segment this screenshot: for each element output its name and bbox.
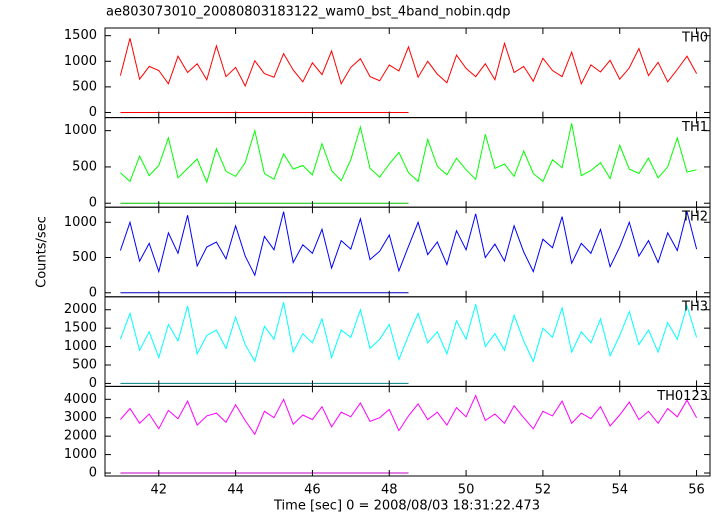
y-tick-label: 1500 <box>64 28 97 43</box>
panel-frame <box>104 385 711 477</box>
data-line <box>119 211 698 277</box>
x-tick-label: 42 <box>151 483 168 498</box>
y-tick-label: 2000 <box>64 429 97 444</box>
y-tick-label: 4000 <box>64 392 97 407</box>
y-tick-label: 500 <box>72 250 97 265</box>
chart-title: ae803073010_20080803183122_wam0_bst_4ban… <box>106 5 511 20</box>
panel-label: TH1 <box>681 120 708 135</box>
panel-label: TH0 <box>681 31 708 46</box>
x-tick-label: 56 <box>688 483 705 498</box>
y-tick-label: 1000 <box>64 447 97 462</box>
y-tick-label: 0 <box>89 105 97 120</box>
x-tick-label: 54 <box>611 483 628 498</box>
y-tick-label: 0 <box>89 376 97 391</box>
x-tick-label: 48 <box>381 483 398 498</box>
x-tick-label: 44 <box>227 483 244 498</box>
data-line <box>119 302 698 363</box>
panel-frame <box>104 296 711 387</box>
data-line <box>119 38 698 88</box>
y-tick-label: 0 <box>89 285 97 300</box>
y-tick-label: 2000 <box>64 302 97 317</box>
y-axis-label: Counts/sec <box>35 216 50 288</box>
y-tick-label: 1500 <box>64 321 97 336</box>
panel-frame <box>104 27 711 119</box>
y-tick-label: 0 <box>89 466 97 481</box>
panel-frame <box>104 117 711 208</box>
panel-frame <box>104 206 711 298</box>
x-tick-label: 50 <box>458 483 475 498</box>
y-tick-label: 1000 <box>64 339 97 354</box>
y-tick-label: 500 <box>72 357 97 372</box>
y-tick-label: 1000 <box>64 54 97 69</box>
data-line <box>120 123 697 184</box>
panel-label: TH3 <box>681 299 708 314</box>
x-tick-label: 46 <box>304 483 321 498</box>
y-tick-label: 0 <box>89 196 97 211</box>
y-tick-label: 1000 <box>64 123 97 138</box>
data-line <box>120 394 698 436</box>
y-tick-label: 500 <box>72 79 97 94</box>
y-tick-label: 3000 <box>64 410 97 425</box>
x-tick-label: 52 <box>535 483 552 498</box>
y-tick-label: 500 <box>72 159 97 174</box>
y-tick-label: 1000 <box>64 215 97 230</box>
x-axis-label: Time [sec] 0 = 2008/08/03 18:31:22.473 <box>273 499 540 514</box>
panel-label: TH2 <box>681 210 708 225</box>
panel-label: TH0123 <box>656 389 708 404</box>
